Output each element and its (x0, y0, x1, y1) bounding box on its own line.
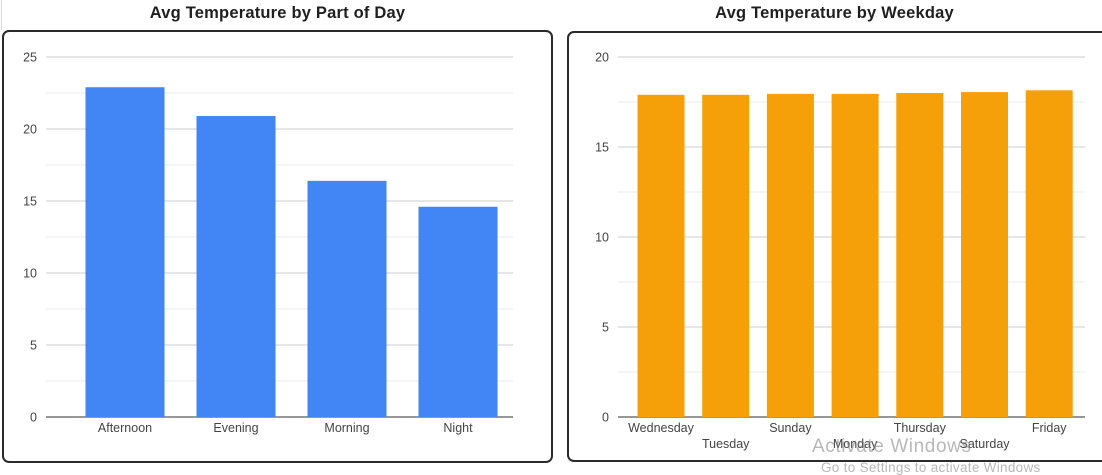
bar-saturday[interactable] (961, 92, 1008, 417)
y-axis-tick-label: 5 (602, 321, 609, 335)
x-axis-category-label: Sunday (769, 421, 812, 435)
chart-title-weekday: Avg Temperature by Weekday (715, 4, 954, 22)
x-axis-category-label: Friday (1032, 421, 1067, 435)
x-axis-category-label: Morning (324, 421, 369, 435)
x-axis-category-label: Thursday (894, 421, 947, 435)
bar-night[interactable] (418, 206, 498, 417)
bar-wednesday[interactable] (637, 94, 685, 418)
y-axis-tick-label: 20 (595, 51, 609, 65)
y-axis-tick-label: 0 (30, 411, 37, 425)
x-axis-category-label: Saturday (959, 437, 1010, 451)
chart-title-part-of-day: Avg Temperature by Part of Day (149, 4, 406, 22)
bar-monday[interactable] (831, 93, 879, 418)
bar-thursday[interactable] (896, 93, 944, 417)
bar-chart-weekday: 0 5 10 15 20 Wednesday Tuesday Sunday Monday Thur… (569, 33, 1102, 460)
bar-evening[interactable] (196, 116, 276, 417)
chart-card-weekday: 0 5 10 15 20 Wednesday Tuesday Sunday Monday Thur… (567, 31, 1102, 462)
y-axis-tick-label: 15 (595, 141, 609, 155)
y-axis-tick-label: 10 (595, 231, 609, 245)
windows-activation-watermark-subtitle: Go to Settings to activate Windows (821, 460, 1041, 475)
bar-afternoon[interactable] (85, 87, 165, 418)
x-axis-category-label: Wednesday (628, 421, 695, 435)
y-axis-tick-label: 15 (23, 195, 37, 209)
y-axis-tick-label: 5 (30, 339, 37, 353)
bar-chart-part-of-day: 0 5 10 15 20 25 Afternoon Evening Morning Night (4, 32, 551, 461)
x-axis-category-label: Tuesday (702, 437, 750, 451)
y-axis-tick-label: 10 (23, 267, 37, 281)
chart-canvas: 0 5 10 15 20 25 Afternoon Evening Morning Night (23, 51, 513, 435)
bar-friday[interactable] (1025, 90, 1073, 418)
x-axis-category-label: Night (443, 421, 473, 435)
bar-tuesday[interactable] (702, 94, 750, 418)
bar-morning[interactable] (307, 180, 387, 417)
x-axis-category-label: Monday (833, 437, 878, 451)
y-axis-tick-label: 25 (23, 51, 37, 65)
chart-card-part-of-day: 0 5 10 15 20 25 Afternoon Evening Morning Night (2, 30, 553, 463)
bar-sunday[interactable] (766, 93, 814, 418)
y-axis-tick-label: 20 (23, 123, 37, 137)
x-axis-category-label: Evening (213, 421, 258, 435)
chart-canvas: 0 5 10 15 20 Wednesday Tuesday Sunday Monday Thur… (595, 51, 1085, 451)
x-axis-category-label: Afternoon (98, 421, 152, 435)
y-axis-tick-label: 0 (602, 411, 609, 425)
partial-card-edge (1, 0, 2, 30)
